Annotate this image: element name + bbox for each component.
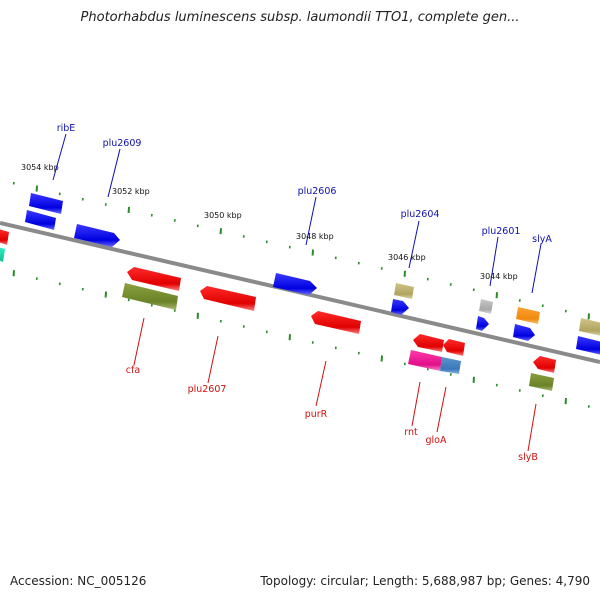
gene-ribE[interactable] xyxy=(29,193,63,214)
gene-label-ribE: ribE xyxy=(57,123,76,134)
gene-slyB[interactable] xyxy=(529,373,554,391)
gene-plu2604[interactable] xyxy=(391,299,409,315)
gene-label-slyB: slyB xyxy=(518,452,538,463)
gene-gloA-red[interactable] xyxy=(443,339,465,356)
genome-summary-text: Topology: circular; Length: 5,688,987 bp… xyxy=(260,574,590,588)
gene-label-gloA: gloA xyxy=(426,435,447,446)
gene-label-purR: purR xyxy=(305,409,328,420)
gene-edge-teal-left[interactable] xyxy=(0,247,5,262)
gene-rnt[interactable] xyxy=(408,350,442,371)
gene-edge-khaki-right[interactable] xyxy=(579,318,600,336)
gene-label-plu2607: plu2607 xyxy=(188,384,227,395)
kbp-label-3052: 3052 kbp xyxy=(112,187,150,196)
gene-label-plu2609: plu2609 xyxy=(103,138,142,149)
gene-plu2607[interactable] xyxy=(200,286,256,311)
gene-edge-red-left[interactable] xyxy=(0,229,9,245)
gene-label-plu2601: plu2601 xyxy=(482,226,521,237)
kbp-label-3054: 3054 kbp xyxy=(21,163,59,172)
scale-ticks-outer xyxy=(12,181,590,320)
leader-lines-lower xyxy=(133,317,537,452)
gene-gloA[interactable] xyxy=(440,357,461,374)
leader-lines-upper xyxy=(52,133,542,294)
accession-text: Accession: NC_005126 xyxy=(10,574,147,588)
gene-slyA[interactable] xyxy=(516,307,540,324)
gene-edge-blue-right[interactable] xyxy=(576,336,600,355)
kbp-label-3044: 3044 kbp xyxy=(480,272,518,281)
gene-rnt-red[interactable] xyxy=(413,334,444,352)
gene-label-cfa: cfa xyxy=(126,365,140,376)
kbp-label-3048: 3048 kbp xyxy=(296,232,334,241)
gene-label-plu2604: plu2604 xyxy=(401,209,440,220)
gene-label-slyA: slyA xyxy=(532,234,552,245)
gene-cfa[interactable] xyxy=(127,267,181,291)
gene-purR[interactable] xyxy=(311,311,361,334)
map-title: Photorhabdus luminescens subsp. laumondi… xyxy=(80,10,520,25)
scale-ticks-inner xyxy=(12,270,590,408)
gene-plu2604-khaki[interactable] xyxy=(394,283,414,299)
gene-label-plu2606: plu2606 xyxy=(298,186,337,197)
gene-cfa-olive[interactable] xyxy=(122,283,178,310)
gene-plu2601-gray[interactable] xyxy=(479,299,493,314)
kbp-label-3046: 3046 kbp xyxy=(388,253,426,262)
kbp-label-3050: 3050 kbp xyxy=(204,211,242,220)
gene-slyB-red[interactable] xyxy=(533,356,556,373)
gene-plu2609[interactable] xyxy=(74,224,120,247)
gene-plu2606[interactable] xyxy=(273,273,317,295)
gene-plu2601[interactable] xyxy=(476,316,489,331)
gene-label-rnt: rnt xyxy=(404,427,418,438)
gene-slyA-2[interactable] xyxy=(513,324,535,341)
gene-ribE-2[interactable] xyxy=(25,210,56,230)
